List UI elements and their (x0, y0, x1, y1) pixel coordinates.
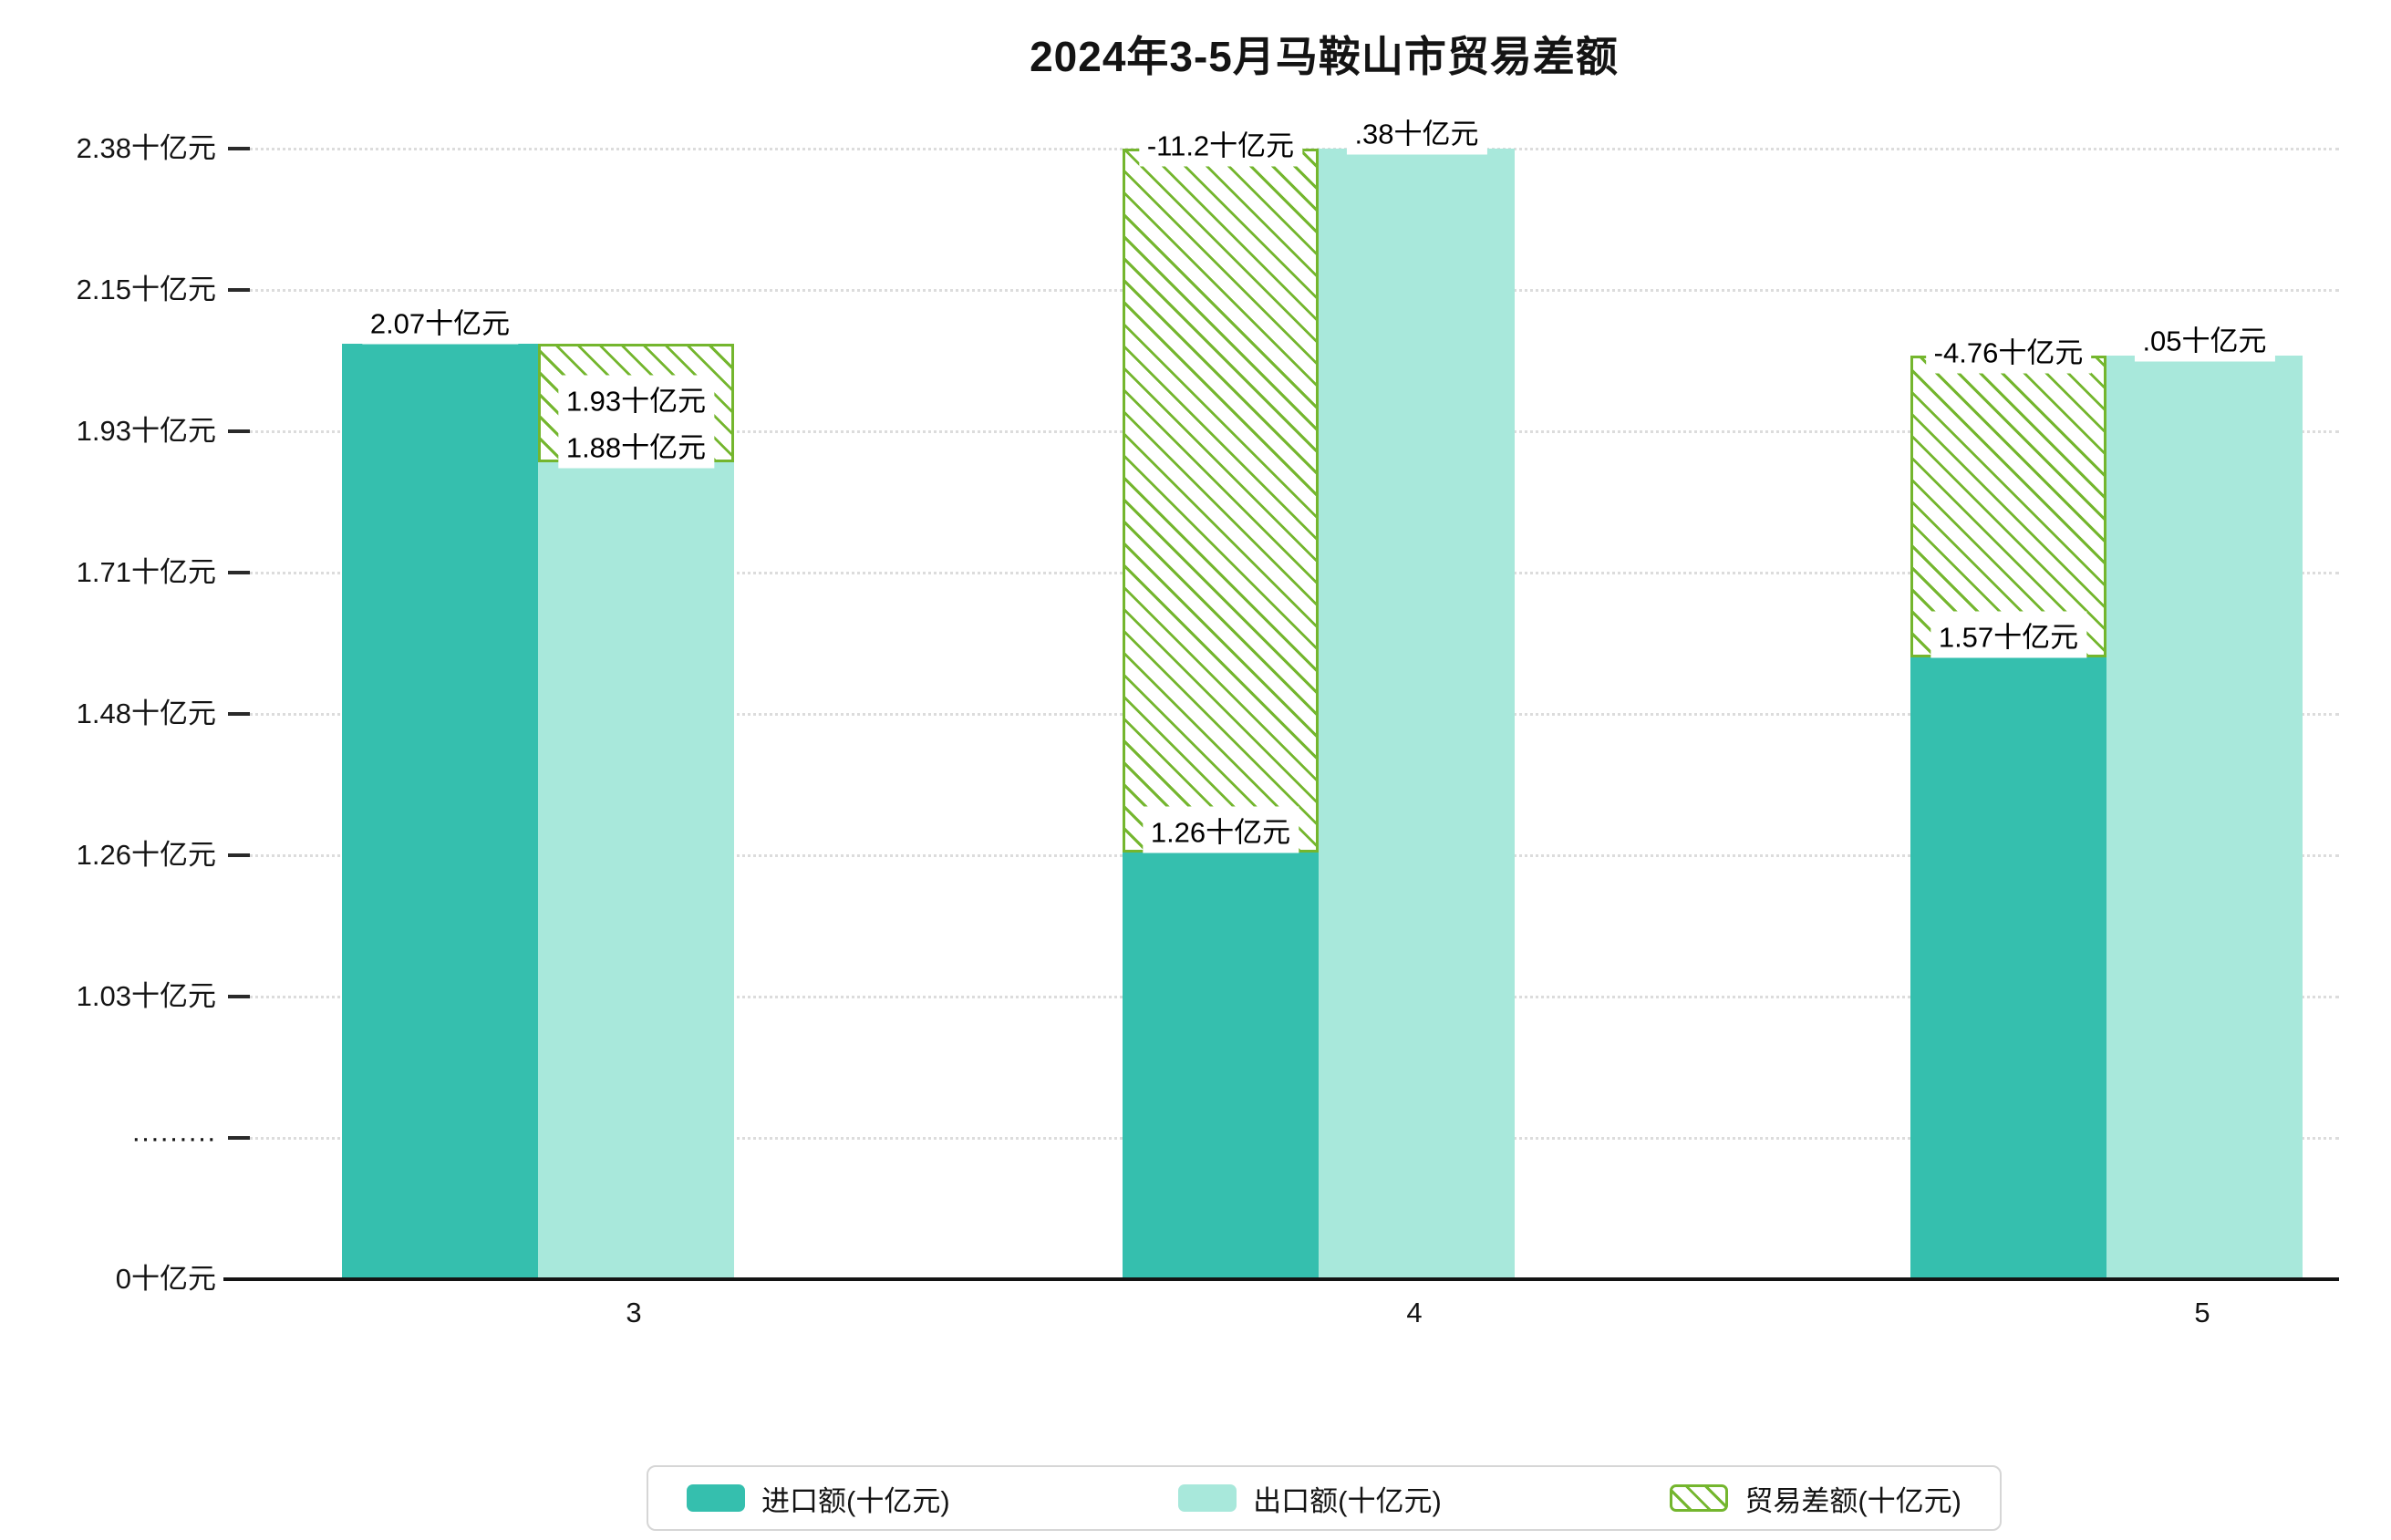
trade-balance-bar[interactable] (1910, 356, 2106, 657)
import-value-label: 2.07十亿元 (361, 297, 519, 345)
y-tick-label: 1.93十亿元 (76, 415, 216, 447)
import-bar[interactable] (342, 344, 538, 1279)
y-tick-mark (228, 147, 250, 150)
export-value-label: .05十亿元 (2134, 315, 2275, 362)
y-tick-mark (228, 853, 250, 857)
export-bar[interactable] (2106, 356, 2303, 1279)
x-tick-label: 4 (1406, 1297, 1423, 1328)
y-tick-label: 1.71十亿元 (76, 556, 216, 588)
y-tick-label: 1.48十亿元 (76, 698, 216, 729)
legend-label: 贸易差额(十亿元) (1744, 1484, 1961, 1517)
balance-value-label: -4.76十亿元 (1925, 326, 2092, 374)
y-tick-mark (228, 571, 250, 574)
legend: 进口额(十亿元) 出口额(十亿元) 贸易差额(十亿元) (647, 1465, 2002, 1531)
import-value-label: 1.57十亿元 (1930, 611, 2087, 658)
y-tick-label: 2.38十亿元 (76, 132, 216, 164)
export-bar[interactable] (1319, 149, 1515, 1279)
export-swatch-icon (1178, 1484, 1237, 1512)
import-value-label: 1.26十亿元 (1142, 806, 1299, 853)
y-tick-mark (228, 429, 250, 433)
legend-item-1[interactable]: 进口额(十亿元) (687, 1478, 950, 1519)
trade-balance-bar[interactable] (1123, 149, 1319, 853)
x-tick-label: 3 (626, 1297, 642, 1328)
y-tick-mark (228, 288, 250, 292)
legend-item-2[interactable]: 出口额(十亿元) (1178, 1478, 1442, 1519)
y-tick-mark (228, 712, 250, 716)
import-bar[interactable] (1910, 657, 2106, 1279)
y-tick-label: 1.26十亿元 (76, 839, 216, 871)
balance-hatch-swatch-icon (1670, 1484, 1729, 1512)
export-value-label: 1.88十亿元 (557, 421, 715, 469)
legend-label: 出口额(十亿元) (1253, 1484, 1442, 1517)
y-tick-mark (228, 995, 250, 998)
y-tick-label: 2.15十亿元 (76, 274, 216, 305)
y-tick-label: 0十亿元 (115, 1263, 216, 1295)
y-tick-mark (228, 1136, 250, 1140)
balance-value-label: 1.93十亿元 (557, 375, 715, 422)
x-axis-line (223, 1277, 2339, 1281)
export-bar[interactable] (538, 462, 734, 1279)
y-tick-label: 1.03十亿元 (76, 980, 216, 1012)
chart-title: 2024年3-5月马鞍山市贸易差额 (1030, 33, 1619, 80)
x-tick-label: 5 (2194, 1297, 2210, 1328)
y-tick-label: ········· (131, 1121, 216, 1153)
balance-value-label: -11.2十亿元 (1138, 119, 1303, 167)
export-value-label: .38十亿元 (1346, 108, 1487, 155)
legend-item-3[interactable]: 贸易差额(十亿元) (1670, 1478, 1961, 1519)
legend-label: 进口额(十亿元) (761, 1484, 950, 1517)
import-bar[interactable] (1123, 853, 1319, 1279)
import-swatch-icon (687, 1484, 745, 1512)
